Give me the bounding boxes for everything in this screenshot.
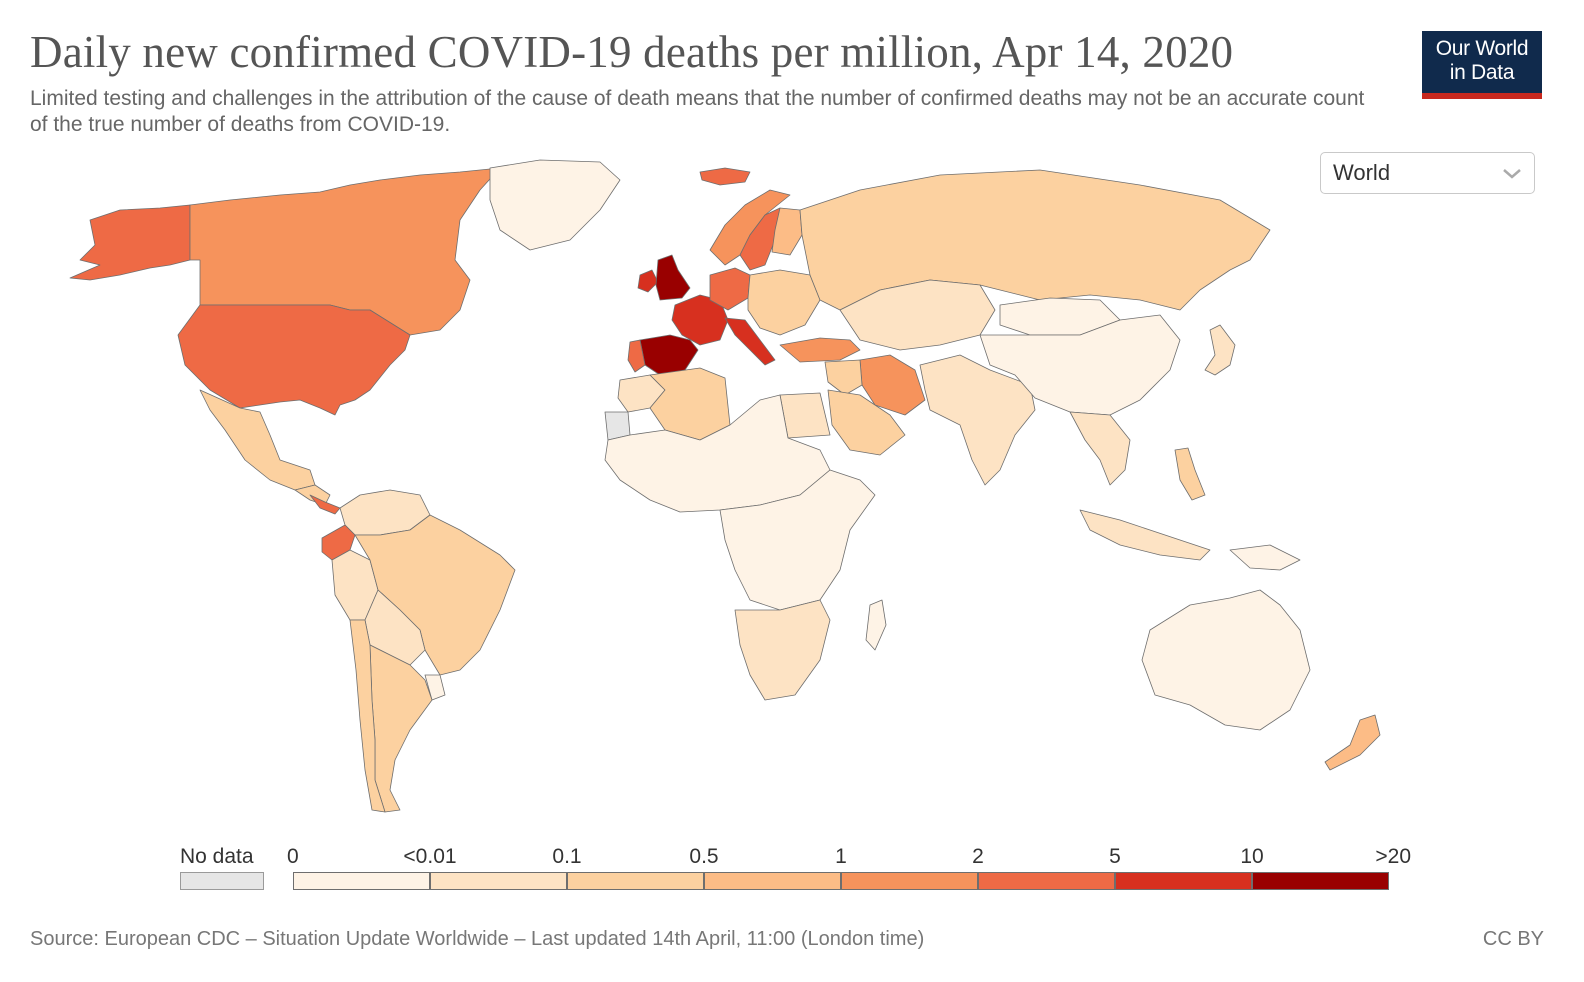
map-region-italy[interactable] (724, 317, 776, 366)
logo-line-1: Our World (1435, 37, 1529, 60)
legend-tick-label: <0.01 (403, 845, 457, 868)
map-region-japan[interactable] (1204, 324, 1236, 376)
map-region-iraq-syria[interactable] (824, 359, 863, 396)
map-region-chile[interactable] (349, 619, 386, 813)
region-select-value: World (1333, 160, 1391, 185)
legend-tick-label: 0 (287, 845, 299, 868)
map-region-alaska[interactable] (69, 204, 191, 281)
map-region-united-kingdom[interactable] (655, 254, 691, 301)
map-region-southern-africa[interactable] (734, 599, 831, 701)
map-region-argentina[interactable] (369, 644, 433, 813)
legend-no-data-swatch[interactable] (180, 872, 264, 890)
legend-bin[interactable] (430, 872, 567, 890)
map-region-algeria[interactable] (649, 367, 731, 441)
legend-tick-label: 0.1 (552, 845, 582, 868)
logo-line-2: in Data (1449, 61, 1515, 84)
legend-bin[interactable] (1115, 872, 1252, 890)
map-region-france[interactable] (671, 294, 729, 346)
map-region-ireland[interactable] (637, 269, 659, 293)
map-region-madagascar[interactable] (865, 599, 887, 651)
region-select-dropdown[interactable]: World (1320, 152, 1535, 194)
map-region-indonesia[interactable] (1079, 509, 1211, 561)
map-region-australia[interactable] (1141, 589, 1311, 731)
legend-no-data-label: No data (180, 845, 254, 868)
owid-logo[interactable]: Our World in Data (1422, 31, 1542, 99)
chevron-down-icon (1503, 169, 1521, 179)
map-region-spain[interactable] (639, 334, 699, 376)
map-region-china[interactable] (979, 314, 1181, 416)
map-region-panama[interactable] (309, 494, 341, 515)
map-region-new-zealand[interactable] (1324, 714, 1381, 771)
map-region-united-states[interactable] (177, 304, 411, 416)
map-region-papua-new-guinea[interactable] (1229, 544, 1301, 571)
map-region-india-pakistan[interactable] (919, 354, 1036, 486)
map-region-kazakhstan-central-asia[interactable] (839, 279, 996, 351)
map-region-uruguay[interactable] (424, 674, 446, 701)
legend-tick-label: 5 (1109, 845, 1121, 868)
map-region-philippines[interactable] (1174, 447, 1206, 501)
legend-tick-label: 10 (1240, 845, 1264, 868)
legend-bin[interactable] (567, 872, 704, 890)
map-region-russia[interactable] (799, 169, 1271, 311)
color-legend: No data 0 <0.01 0.1 0.5 1 2 5 10 >20 (170, 845, 1430, 905)
source-note[interactable]: Source: European CDC – Situation Update … (30, 928, 925, 950)
legend-tick-label: 0.5 (689, 845, 719, 868)
map-region-eastern-europe[interactable] (747, 269, 821, 336)
map-region-central-east-africa[interactable] (719, 469, 876, 611)
map-region-saudi-arabia[interactable] (827, 389, 906, 456)
legend-bin[interactable] (293, 872, 430, 890)
map-region-portugal[interactable] (627, 339, 646, 373)
map-region-greenland[interactable] (489, 159, 621, 251)
legend-tick-label: >20 (1375, 845, 1411, 868)
license-label[interactable]: CC BY (1482, 928, 1544, 950)
legend-bin[interactable] (978, 872, 1115, 890)
map-region-egypt[interactable] (779, 392, 831, 439)
map-region-sahel-west-africa[interactable] (604, 394, 831, 513)
legend-tick-label: 1 (835, 845, 847, 868)
chart-title: Daily new confirmed COVID-19 deaths per … (30, 27, 1234, 77)
map-region-iceland[interactable] (699, 167, 751, 186)
map-region-iran[interactable] (859, 354, 926, 416)
map-region-turkey[interactable] (779, 337, 861, 363)
world-map[interactable] (60, 150, 1400, 830)
legend-bin[interactable] (704, 872, 841, 890)
map-region-norway[interactable] (709, 189, 791, 266)
legend-tick-label: 2 (972, 845, 984, 868)
map-region-germany[interactable] (709, 267, 751, 311)
legend-bin[interactable] (841, 872, 978, 890)
map-region-southeast-asia[interactable] (1069, 411, 1131, 486)
legend-bin[interactable] (1252, 872, 1389, 890)
chart-subtitle: Limited testing and challenges in the at… (30, 87, 1365, 136)
